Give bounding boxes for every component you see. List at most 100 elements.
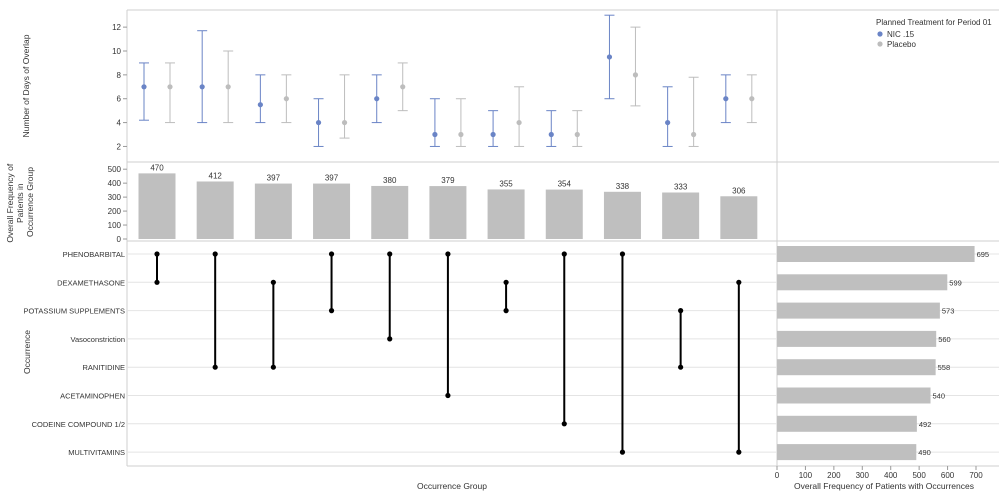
occurrence-frequency-bar: [777, 274, 948, 291]
connector-dot: [678, 364, 684, 370]
mean-point: [548, 131, 554, 138]
overlap-axis-title: Number of Days of Overlap: [21, 34, 31, 137]
occurrence-group-connector: [154, 251, 160, 285]
occurrence-frequency-axis-title: Overall Frequency of Patients with Occur…: [794, 481, 974, 491]
connector-dot: [387, 251, 393, 257]
overlap-panel: 2 4 6 8 10 12: [112, 14, 757, 151]
mean-point: [400, 84, 406, 90]
legend-title: Planned Treatment for Period 01: [876, 18, 992, 27]
occurrence-frequency-bar: [777, 387, 931, 404]
occurrence-label: MULTIVITAMINS: [68, 448, 125, 457]
occurrence-frequency-x-tick-label: 200: [827, 471, 841, 480]
legend-label-placebo: Placebo: [887, 40, 916, 49]
group-frequency-bar: [662, 192, 700, 239]
occurrence-frequency-value-label: 599: [949, 278, 962, 287]
frequency-y-tick-label: 300: [108, 193, 122, 202]
group-frequency-bar: [313, 183, 351, 239]
mean-point: [458, 131, 464, 138]
connector-dot: [445, 392, 451, 399]
placebo-interval: [572, 110, 583, 147]
nic-interval: [139, 62, 149, 121]
occurrence-frequency-bar: [777, 330, 937, 347]
occurrence-frequency-x-tick-label: 500: [912, 471, 926, 480]
placebo-interval: [746, 74, 757, 124]
occurrence-group-connector: [736, 279, 742, 455]
group-frequency-axis-title: Overall Frequency of Patients in Occurre…: [5, 161, 35, 242]
occurrence-label: Vasoconstriction: [71, 335, 125, 344]
placebo-interval: [339, 74, 350, 139]
mean-point: [374, 96, 380, 102]
x-axis-title: Occurrence Group: [417, 481, 487, 491]
occurrence-group-connector: [678, 308, 684, 370]
occurrence-frequency-value-label: 490: [918, 448, 931, 457]
occurrence-frequency-value-label: 695: [977, 250, 990, 259]
occurrence-frequency-bar: [777, 444, 917, 461]
overlap-y-tick-label: 10: [112, 47, 121, 56]
nic-interval: [371, 74, 382, 124]
occurrence-group-connector: [270, 279, 276, 370]
connector-dot: [328, 308, 335, 314]
occurrence-label: PHENOBARBITAL: [63, 250, 125, 259]
group-frequency-bar: [487, 189, 525, 239]
group-frequency-bar: [720, 196, 758, 239]
occurrence-frequency-bar: [777, 246, 975, 262]
group-frequency-bar: [545, 189, 583, 239]
mean-point: [749, 96, 755, 102]
connector-dot: [212, 364, 218, 370]
occurrence-group-connector: [212, 251, 218, 370]
occurrence-frequency-x-tick-label: 400: [884, 471, 898, 480]
group-frequency-value-label: 412: [209, 171, 223, 180]
nic-interval: [662, 86, 673, 147]
connector-dot: [619, 251, 626, 257]
occurrence-frequency-panel: 695 599 573 560 558 540 492 490 0 100 200 300 400 500…: [775, 246, 989, 480]
nic-interval: [604, 14, 615, 100]
connector-dot: [736, 279, 742, 285]
mean-point: [225, 84, 231, 90]
mean-point: [632, 72, 639, 78]
group-frequency-axis-title-line-2: Patients in: [15, 183, 25, 223]
placebo-interval: [688, 76, 699, 147]
occurrence-frequency-x-tick-label: 600: [941, 471, 955, 480]
group-frequency-panel: 0 100 200 300 400 500 470 412 397 397 380 379 355 354…: [108, 163, 758, 244]
mean-point: [167, 84, 173, 90]
occurrence-group-connector: [561, 251, 567, 427]
connector-dot: [387, 336, 393, 342]
connector-dot: [212, 251, 218, 257]
occurrence-label: POTASSIUM SUPPLEMENTS: [23, 307, 125, 316]
group-frequency-bar: [603, 191, 641, 239]
legend-marker-placebo: [877, 41, 883, 47]
mean-point: [723, 96, 729, 102]
occurrence-group-connector: [445, 251, 451, 399]
mean-point: [315, 119, 322, 126]
group-frequency-bar: [371, 185, 409, 239]
mean-point: [516, 119, 522, 126]
occurrence-frequency-x-tick-label: 700: [969, 471, 983, 480]
occurrence-frequency-bar: [777, 302, 940, 319]
frequency-y-tick-label: 200: [108, 207, 122, 216]
mean-point: [199, 84, 205, 90]
group-frequency-value-label: 354: [558, 180, 572, 189]
occurrence-axis-title: Occurrence: [22, 330, 32, 374]
frequency-y-tick-label: 100: [108, 221, 122, 230]
nic-interval: [197, 30, 208, 124]
mean-point: [432, 131, 438, 138]
connector-dot: [154, 251, 160, 257]
occurrence-frequency-bar: [777, 359, 936, 376]
occurrence-frequency-x-tick-label: 0: [775, 471, 780, 480]
occurrence-group-connector: [328, 251, 335, 314]
group-frequency-value-label: 379: [441, 176, 455, 185]
occurrence-frequency-value-label: 558: [938, 363, 951, 372]
occurrence-frequency-x-tick-label: 100: [799, 471, 813, 480]
occurrence-frequency-value-label: 560: [938, 335, 951, 344]
occurrence-group-connector: [387, 251, 393, 342]
placebo-interval: [630, 26, 641, 107]
occurrence-frequency-bar: [777, 415, 917, 432]
overlap-y-tick-label: 8: [117, 71, 122, 80]
legend-marker-nic: [877, 31, 883, 37]
occurrence-label: CODEINE COMPOUND 1/2: [32, 420, 125, 429]
occurrence-frequency-x-tick-label: 300: [856, 471, 870, 480]
nic-interval: [313, 98, 324, 147]
group-frequency-value-label: 470: [150, 163, 164, 172]
mean-point: [257, 102, 263, 108]
